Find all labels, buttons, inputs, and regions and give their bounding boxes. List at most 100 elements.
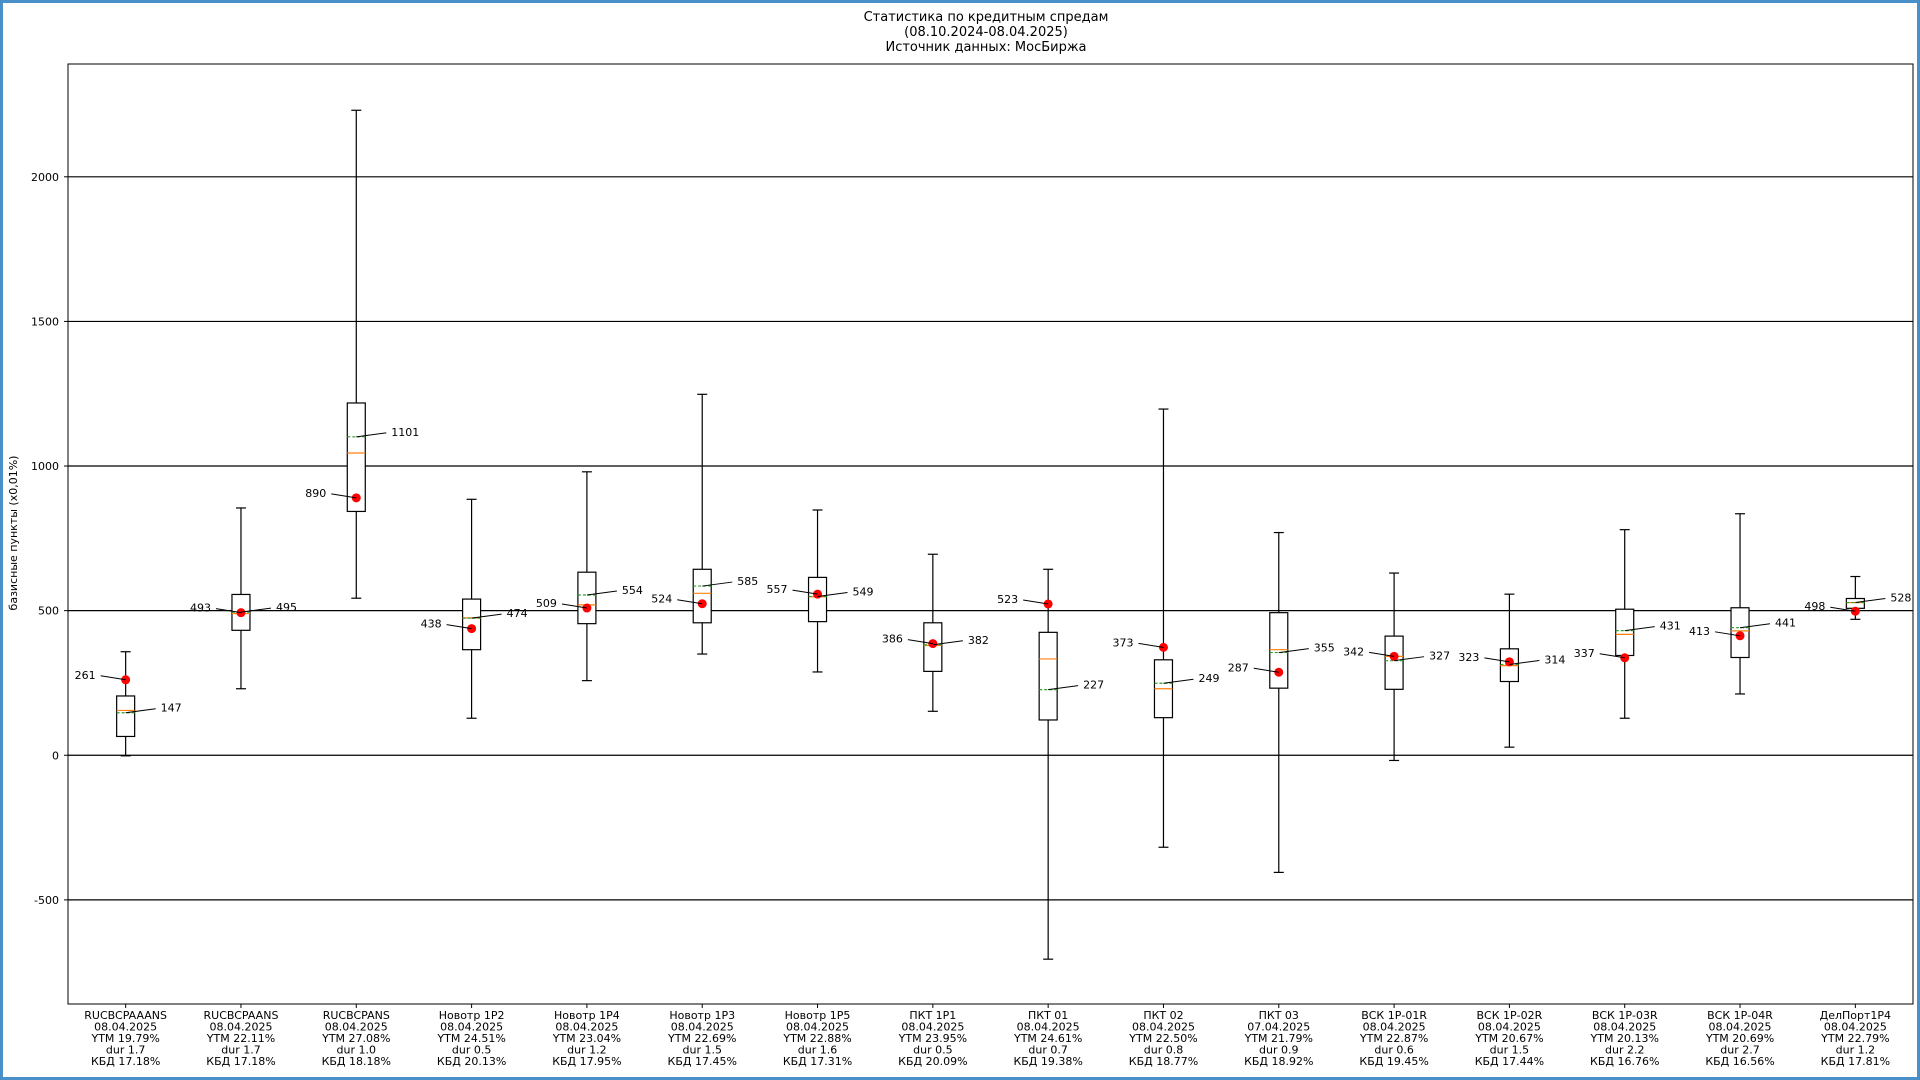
mean-annotation-label: 327 — [1429, 650, 1450, 663]
x-category-label-line: КБД 16.56% — [1705, 1055, 1774, 1068]
x-category-label: RUCBCPAAANS 08.04.2025 YTM 19.79% dur 1.7 КБ… — [84, 1009, 167, 1068]
x-category-label-line: КБД 20.09% — [898, 1055, 967, 1068]
x-category-label-line: ВСК 1Р-02R — [1477, 1009, 1543, 1022]
mean-annotation-leader — [1163, 678, 1194, 684]
x-category-label-line: YTM 23.95% — [898, 1032, 967, 1045]
mean-annotation-leader — [1855, 598, 1886, 604]
plot-area-border — [67, 63, 1914, 1005]
x-category-label-line: 08.04.2025 — [786, 1021, 849, 1034]
box-series-9: 227 523 — [997, 568, 1104, 960]
credit-spread-box-chart: Статистика по кредитным спредам (08.10.2… — [7, 10, 1914, 1068]
box-iqr — [692, 568, 712, 624]
x-category-label-line: dur 1.7 — [221, 1044, 260, 1057]
title-line-2: (08.10.2024-08.04.2025) — [904, 25, 1068, 40]
y-tick-label: 2000 — [31, 171, 59, 184]
mean-annotation-label: 585 — [737, 575, 758, 588]
x-category-label-line: RUCBCPAAANS — [84, 1009, 167, 1022]
box-iqr — [116, 695, 136, 738]
current-annotation-leader — [1599, 653, 1625, 659]
x-category-label-line: 08.04.2025 — [1132, 1021, 1195, 1034]
x-category-label-line: dur 1.7 — [106, 1044, 145, 1057]
x-category-label-line: dur 0.6 — [1374, 1044, 1413, 1057]
x-category-label-line: КБД 17.18% — [91, 1055, 160, 1068]
x-category-label-line: Новотр 1Р5 — [785, 1009, 851, 1022]
mean-annotation-leader — [932, 640, 963, 646]
x-category-label-line: dur 0.7 — [1028, 1044, 1067, 1057]
box-series-12: 327 342 — [1343, 572, 1450, 762]
mean-annotation-label: 495 — [276, 601, 297, 614]
mean-annotation-label: 1101 — [391, 426, 419, 439]
mean-annotation-leader — [1739, 623, 1771, 629]
x-category-label-line: ВСК 1Р-03R — [1592, 1009, 1658, 1022]
mean-annotation-label: 549 — [853, 585, 874, 598]
x-category-label: ВСК 1Р-03R 08.04.2025 YTM 20.13% dur 2.2 КБД… — [1590, 1009, 1660, 1068]
x-category-label-line: КБД 17.18% — [206, 1055, 275, 1068]
x-category-label-line: ПКТ 02 — [1143, 1009, 1183, 1022]
current-annotation-leader — [331, 493, 357, 499]
x-category-label-line: 08.04.2025 — [325, 1021, 388, 1034]
x-category-label: ПКТ 1Р1 08.04.2025 YTM 23.95% dur 0.5 КБД 20… — [898, 1009, 968, 1068]
box-series-15: 441 413 — [1689, 513, 1796, 695]
current-annotation-label: 493 — [190, 602, 211, 615]
box-iqr — [577, 571, 597, 625]
x-category-label-line: YTM 22.79% — [1820, 1032, 1889, 1045]
x-category-label: ВСК 1Р-04R 08.04.2025 YTM 20.69% dur 2.7 КБД… — [1705, 1009, 1775, 1068]
x-category-label-line: КБД 17.44% — [1475, 1055, 1544, 1068]
x-category-label-line: ПКТ 01 — [1028, 1009, 1068, 1022]
box-series-13: 314 323 — [1458, 593, 1565, 748]
current-annotation-leader — [1023, 599, 1049, 605]
x-category-label-line: dur 1.2 — [567, 1044, 606, 1057]
box-iqr — [1038, 631, 1058, 721]
x-category-label-line: YTM 20.13% — [1590, 1032, 1659, 1045]
mean-annotation-leader — [702, 581, 733, 587]
mean-annotation-leader — [240, 607, 272, 613]
x-category-label-line: dur 0.5 — [452, 1044, 491, 1057]
current-annotation-leader — [446, 624, 472, 630]
x-category-label-line: КБД 18.77% — [1129, 1055, 1198, 1068]
current-annotation-leader — [100, 675, 126, 681]
current-annotation-leader — [1830, 606, 1856, 612]
current-annotation-label: 890 — [305, 487, 326, 500]
x-category-label-line: 08.04.2025 — [440, 1021, 503, 1034]
x-category-label-line: YTM 22.50% — [1128, 1032, 1197, 1045]
box-series-14: 431 337 — [1574, 529, 1681, 719]
x-category-label-line: КБД 16.76% — [1590, 1055, 1659, 1068]
x-category-label: Новотр 1Р5 08.04.2025 YTM 22.88% dur 1.6 КБД… — [782, 1009, 852, 1068]
x-category-label-line: YTM 24.51% — [436, 1032, 505, 1045]
mean-annotation-leader — [356, 432, 387, 438]
box-series-3: 1101 890 — [305, 109, 419, 599]
box-series-2: 495 493 — [190, 507, 297, 690]
x-category-label: ПКТ 01 08.04.2025 YTM 24.61% dur 0.7 КБД 19.… — [1013, 1009, 1083, 1068]
x-category-label-line: YTM 27.08% — [321, 1032, 390, 1045]
axis-layer: -500 0 500 1000 1500 2000 — [31, 171, 68, 907]
box-iqr — [807, 576, 828, 623]
x-category-label-line: RUCBCPAANS — [204, 1009, 279, 1022]
box-layer: 147 261 495 493 1101 890 474 438 554 509 585 524 549… — [75, 109, 1911, 960]
x-category-label: Новотр 1Р2 08.04.2025 YTM 24.51% dur 0.5 КБД… — [436, 1009, 506, 1068]
x-category-label-line: dur 2.7 — [1720, 1044, 1759, 1057]
box-series-10: 249 373 — [1112, 408, 1219, 848]
x-category-label-line: dur 1.6 — [798, 1044, 837, 1057]
current-annotation-label: 413 — [1689, 625, 1710, 638]
x-category-label-line: dur 0.5 — [913, 1044, 952, 1057]
x-category-label-line: YTM 22.88% — [782, 1032, 851, 1045]
current-annotation-leader — [792, 589, 818, 595]
x-category-label-line: КБД 17.81% — [1821, 1055, 1890, 1068]
title-line-1: Статистика по кредитным спредам — [864, 10, 1109, 25]
mean-annotation-label: 528 — [1890, 592, 1911, 605]
mean-annotation-label: 314 — [1544, 653, 1565, 666]
box-iqr — [346, 402, 366, 513]
y-axis-label: базисные пункты (х0,01%) — [7, 456, 20, 611]
x-category-label-line: 08.04.2025 — [94, 1021, 157, 1034]
x-category-label-line: 08.04.2025 — [1709, 1021, 1772, 1034]
x-category-label-line: 08.04.2025 — [671, 1021, 734, 1034]
box-series-8: 382 386 — [882, 553, 989, 712]
x-category-label-line: 07.04.2025 — [1247, 1021, 1310, 1034]
box-series-6: 585 524 — [651, 393, 758, 655]
current-annotation-label: 557 — [767, 583, 788, 596]
mean-annotation-label: 147 — [161, 702, 182, 715]
x-category-label-line: dur 0.8 — [1144, 1044, 1183, 1057]
mean-annotation-label: 227 — [1083, 679, 1104, 692]
x-category-label-line: 08.04.2025 — [1363, 1021, 1426, 1034]
x-category-label-line: 08.04.2025 — [555, 1021, 618, 1034]
